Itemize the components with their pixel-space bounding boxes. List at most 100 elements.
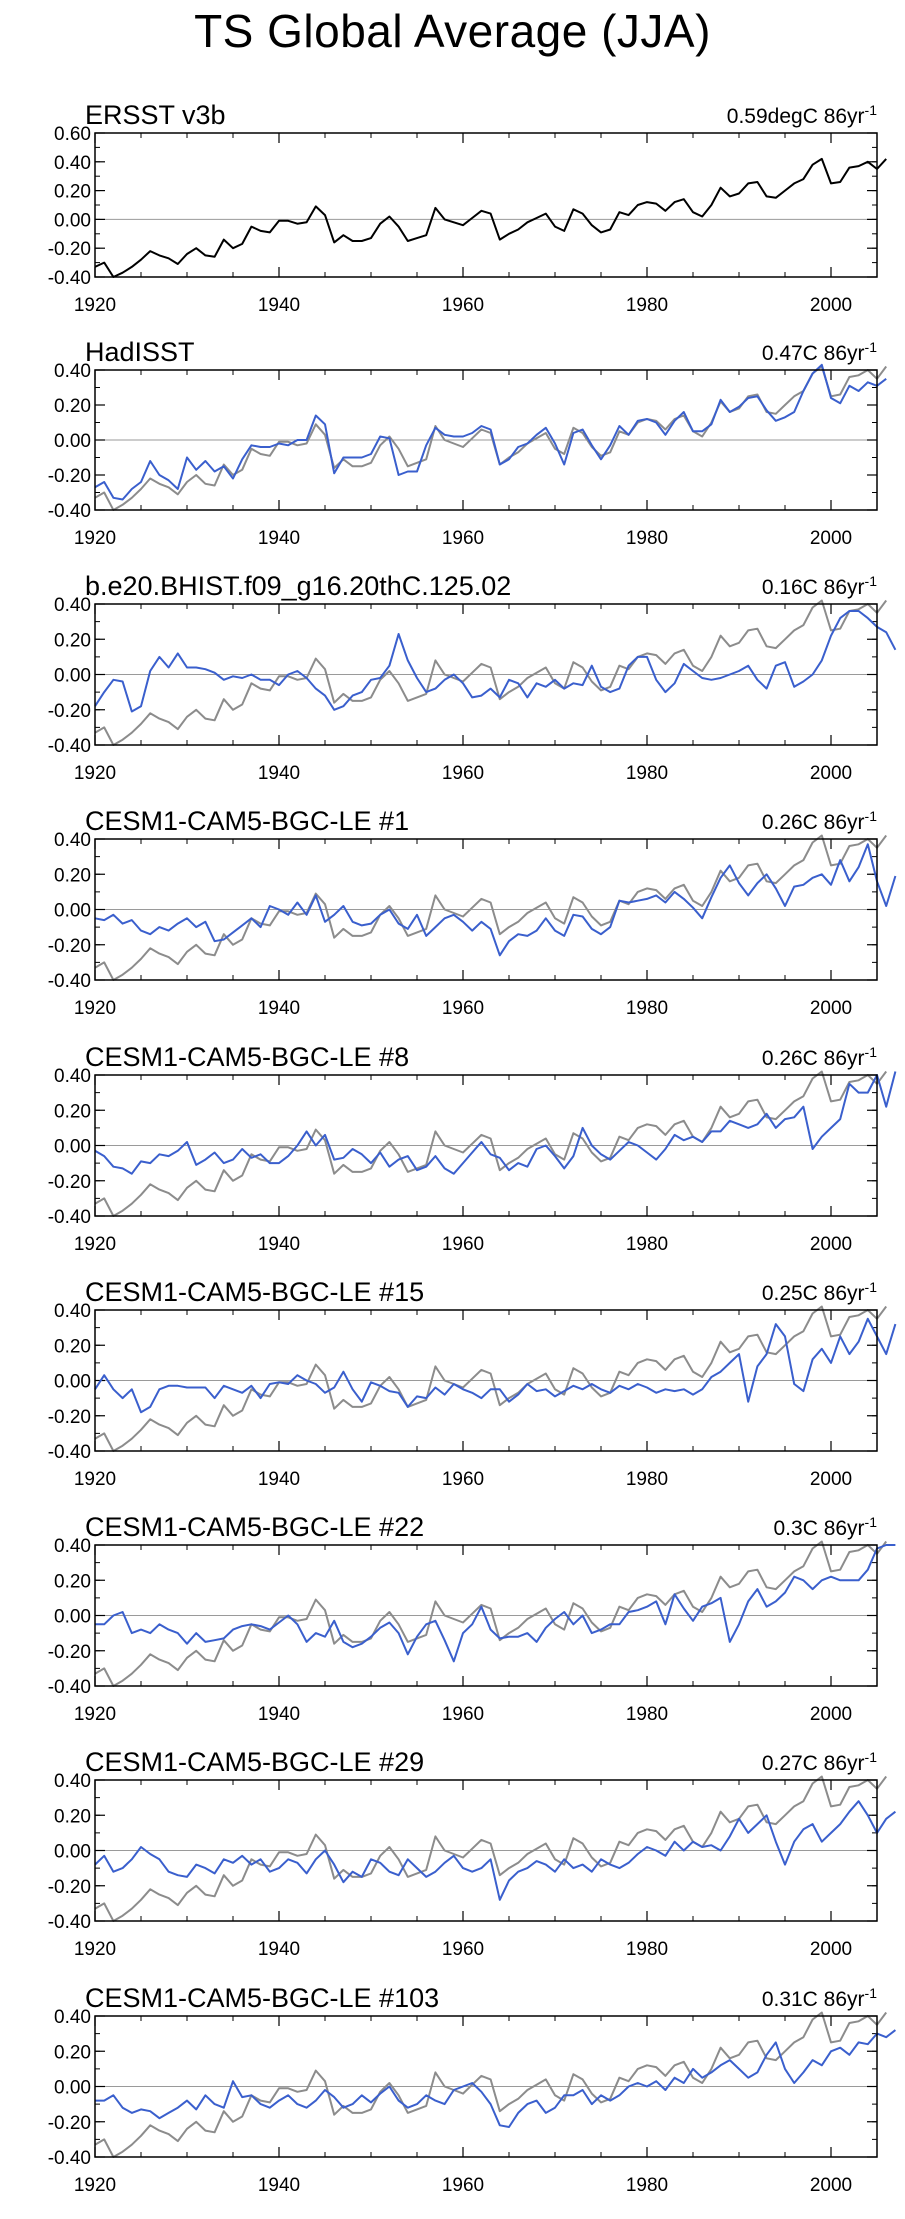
x-tick-label: 2000 bbox=[810, 1469, 852, 1490]
x-tick-label: 1920 bbox=[74, 295, 116, 316]
x-tick-label: 1980 bbox=[626, 1234, 668, 1255]
panel-title: CESM1-CAM5-BGC-LE #1 bbox=[85, 806, 409, 836]
x-tick-label: 1940 bbox=[258, 1469, 300, 1490]
y-tick-label: -0.40 bbox=[48, 501, 91, 522]
y-tick-label: 0.00 bbox=[54, 2078, 91, 2099]
y-tick-label: -0.40 bbox=[48, 268, 91, 289]
y-tick-label: 0.00 bbox=[54, 666, 91, 687]
y-tick-label: -0.40 bbox=[48, 971, 91, 992]
chart-panel-2: HadISST 0.47C 86yr-1 0.40 0.20 0.00 -0.20 -0.4… bbox=[48, 337, 888, 549]
trend-label: 0.31C 86yr-1 bbox=[762, 1985, 877, 2011]
x-tick-label: 1920 bbox=[74, 1704, 116, 1725]
y-tick-label: 0.40 bbox=[54, 830, 91, 851]
y-tick-label: 0.40 bbox=[54, 595, 91, 616]
y-tick-label: 0.00 bbox=[54, 210, 91, 231]
trend-label: 0.16C 86yr-1 bbox=[762, 573, 877, 599]
series-line-model bbox=[94, 363, 887, 501]
y-tick-label: 0.20 bbox=[54, 865, 91, 886]
y-tick-label: 0.20 bbox=[54, 1101, 91, 1122]
panel-title: CESM1-CAM5-BGC-LE #22 bbox=[85, 1512, 424, 1542]
trend-label: 0.26C 86yr-1 bbox=[762, 808, 877, 834]
series-line-model bbox=[95, 2029, 897, 2128]
x-tick-label: 1960 bbox=[442, 763, 484, 784]
x-tick-label: 2000 bbox=[810, 528, 852, 549]
y-tick-label: -0.40 bbox=[48, 1207, 91, 1228]
series-line-model bbox=[94, 610, 897, 713]
series-line-model bbox=[94, 1317, 897, 1414]
x-tick-label: 1960 bbox=[442, 2175, 484, 2196]
y-tick-label: 0.00 bbox=[54, 431, 91, 452]
series-line-observed_overlay bbox=[94, 365, 888, 511]
trend-label: 0.3C 86yr-1 bbox=[774, 1514, 878, 1540]
x-tick-label: 1920 bbox=[74, 1234, 116, 1255]
y-tick-label: -0.20 bbox=[48, 1642, 91, 1663]
trend-label: 0.25C 86yr-1 bbox=[762, 1279, 877, 1305]
y-tick-label: 0.40 bbox=[54, 361, 91, 382]
y-tick-label: 0.40 bbox=[54, 153, 91, 174]
x-tick-label: 1940 bbox=[258, 998, 300, 1019]
y-tick-label: -0.20 bbox=[48, 2113, 91, 2134]
x-tick-label: 2000 bbox=[810, 1234, 852, 1255]
series-line-observed bbox=[94, 157, 887, 278]
x-tick-label: 1980 bbox=[626, 763, 668, 784]
plot-frame bbox=[94, 603, 878, 746]
plot-frame bbox=[94, 1544, 878, 1687]
plot-frame bbox=[94, 1074, 878, 1217]
plot-frame bbox=[94, 838, 878, 981]
x-tick-label: 1960 bbox=[442, 528, 484, 549]
y-tick-label: 0.20 bbox=[54, 1571, 91, 1592]
x-tick-label: 1920 bbox=[74, 2175, 116, 2196]
panel-title: CESM1-CAM5-BGC-LE #15 bbox=[85, 1277, 424, 1307]
x-tick-label: 1940 bbox=[258, 763, 300, 784]
plot-frame bbox=[94, 1309, 878, 1452]
y-tick-label: -0.20 bbox=[48, 701, 91, 722]
x-tick-label: 1960 bbox=[442, 295, 484, 316]
panel-title: ERSST v3b bbox=[85, 100, 226, 130]
chart-panel-7: CESM1-CAM5-BGC-LE #22 0.3C 86yr-1 0.40 0.20… bbox=[48, 1512, 896, 1725]
y-tick-label: 0.20 bbox=[54, 1336, 91, 1357]
x-tick-label: 1940 bbox=[258, 528, 300, 549]
x-tick-label: 1960 bbox=[442, 1469, 484, 1490]
x-tick-label: 1980 bbox=[626, 1939, 668, 1960]
x-tick-label: 1980 bbox=[626, 998, 668, 1019]
y-tick-label: 0.00 bbox=[54, 1842, 91, 1863]
x-tick-label: 1980 bbox=[626, 1704, 668, 1725]
x-tick-label: 2000 bbox=[810, 763, 852, 784]
y-tick-label: -0.20 bbox=[48, 1172, 91, 1193]
y-tick-label: -0.20 bbox=[48, 466, 91, 487]
y-tick-label: -0.40 bbox=[48, 1677, 91, 1698]
x-tick-label: 1920 bbox=[74, 998, 116, 1019]
x-tick-label: 1940 bbox=[258, 2175, 300, 2196]
y-tick-label: -0.20 bbox=[48, 1877, 91, 1898]
y-tick-label: -0.40 bbox=[48, 2148, 91, 2169]
panel-title: CESM1-CAM5-BGC-LE #8 bbox=[85, 1042, 409, 1072]
series-line-model bbox=[94, 843, 897, 957]
x-tick-label: 2000 bbox=[810, 998, 852, 1019]
plot-frame bbox=[94, 369, 878, 511]
y-tick-label: 0.20 bbox=[54, 182, 91, 203]
x-tick-label: 1940 bbox=[258, 295, 300, 316]
x-tick-label: 1960 bbox=[442, 1704, 484, 1725]
series-line-model bbox=[94, 1071, 897, 1175]
y-tick-label: 0.20 bbox=[54, 2042, 91, 2063]
x-tick-label: 2000 bbox=[810, 2175, 852, 2196]
y-tick-label: 0.00 bbox=[54, 1607, 91, 1628]
series-line-observed_overlay bbox=[94, 1540, 888, 1687]
series-line-model bbox=[94, 1800, 897, 1901]
trend-label: 0.27C 86yr-1 bbox=[762, 1749, 877, 1775]
chart-panel-9: CESM1-CAM5-BGC-LE #103 0.31C 86yr-1 0.40 0.… bbox=[48, 1983, 897, 2196]
y-tick-label: -0.40 bbox=[48, 736, 91, 757]
y-tick-label: -0.40 bbox=[48, 1912, 91, 1933]
x-tick-label: 1940 bbox=[258, 1939, 300, 1960]
y-tick-label: 0.20 bbox=[54, 630, 91, 651]
chart-panel-5: CESM1-CAM5-BGC-LE #8 0.26C 86yr-1 0.40 0.20… bbox=[48, 1042, 897, 1255]
y-tick-label: 0.40 bbox=[54, 1301, 91, 1322]
y-tick-label: -0.20 bbox=[48, 936, 91, 957]
series-line-observed_overlay bbox=[94, 599, 888, 746]
series-line-observed_overlay bbox=[94, 834, 888, 981]
x-tick-label: 1920 bbox=[74, 528, 116, 549]
x-tick-label: 1960 bbox=[442, 998, 484, 1019]
y-tick-label: 0.00 bbox=[54, 901, 91, 922]
x-tick-label: 1980 bbox=[626, 1469, 668, 1490]
plot-frame bbox=[94, 1779, 878, 1922]
